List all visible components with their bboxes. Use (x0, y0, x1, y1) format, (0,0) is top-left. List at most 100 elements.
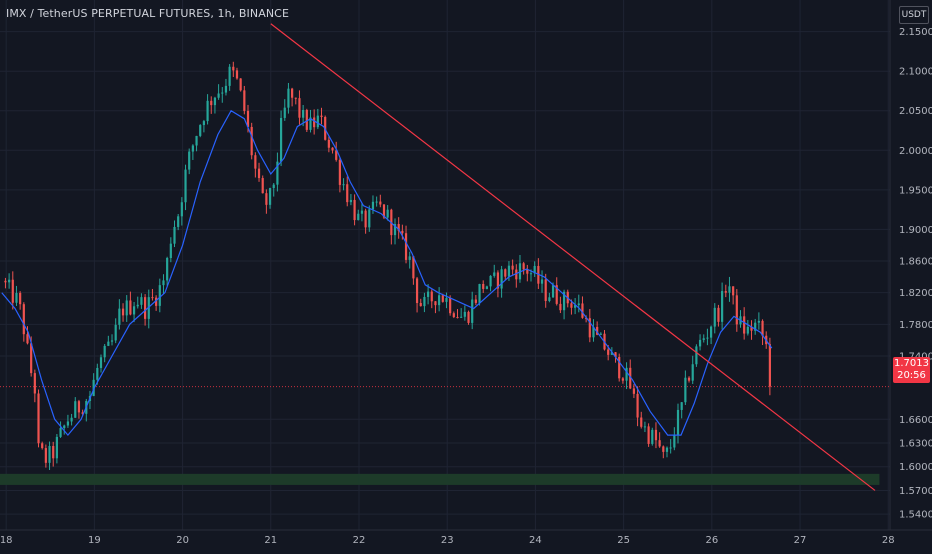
candle-body (526, 269, 529, 274)
candle-body (636, 393, 639, 418)
moving-average (1, 109, 773, 437)
candle-body (669, 447, 672, 449)
candle-body (228, 66, 231, 86)
candle-body (640, 417, 643, 427)
support-zone (0, 473, 880, 485)
x-tick-label: 22 (353, 535, 366, 546)
candle-body (724, 291, 727, 293)
candle-body (279, 117, 283, 162)
candle-body (265, 193, 268, 205)
candle-body (463, 311, 466, 317)
candle-body (371, 201, 375, 210)
candle-body (430, 291, 433, 302)
candle-body (482, 283, 485, 289)
candle-body (445, 297, 448, 302)
candle-body (55, 436, 58, 459)
candle-body (540, 279, 544, 284)
candle-body (221, 92, 224, 94)
candle-body (621, 378, 624, 381)
candle-body (592, 326, 595, 338)
candle-body (757, 320, 760, 323)
candle-body (761, 320, 764, 336)
candle-body (287, 88, 290, 108)
candle-body (732, 286, 735, 296)
moving-average-line (1, 109, 773, 437)
candle-body (353, 199, 356, 221)
candle-body (555, 285, 558, 304)
candle-body (548, 297, 551, 302)
candle-body (180, 202, 183, 217)
candle-body (574, 305, 577, 308)
candle-body (346, 184, 349, 203)
candle-body (364, 210, 367, 228)
x-tick-label: 28 (882, 535, 895, 546)
tick-labels: 2.1500 2.1000 2.0500 2.0000 1.9500 1.9000 1.86… (0, 27, 932, 546)
candle-body (559, 303, 562, 311)
candle-body (404, 233, 408, 260)
candle-body (768, 344, 771, 387)
candle-body (489, 275, 492, 287)
candle-body (224, 85, 228, 93)
candle-body (408, 256, 411, 260)
candle-body (195, 135, 198, 146)
candle-body (570, 303, 573, 308)
candle-body (588, 318, 591, 338)
candle-body (114, 324, 117, 341)
candle-body (261, 178, 264, 194)
candle-body (522, 263, 525, 270)
candle-body (158, 285, 161, 306)
candle-body (143, 297, 147, 319)
currency-selector[interactable]: USDT (899, 6, 929, 24)
candle-body (415, 278, 419, 303)
last-price-tag: 1.7013 20:56 (893, 357, 930, 383)
candle-body (4, 280, 7, 283)
candle-body (129, 300, 132, 315)
x-tick-label: 23 (441, 535, 454, 546)
candle-body (210, 100, 213, 106)
x-tick-label: 19 (88, 535, 101, 546)
candle-body (750, 326, 753, 331)
candle-body (496, 272, 500, 289)
y-tick-label: 1.7400 (899, 351, 932, 362)
candle-body (22, 304, 25, 335)
candle-body (316, 115, 319, 128)
candle-body (518, 263, 522, 280)
candle-body (66, 421, 70, 426)
candle-body (599, 333, 602, 335)
candle-body (37, 393, 40, 444)
candle-body (625, 367, 628, 381)
candle-body (147, 297, 150, 319)
candle-body (155, 297, 158, 306)
y-tick-label: 1.6000 (899, 462, 932, 473)
candle-body (460, 316, 463, 318)
candle-body (254, 155, 257, 169)
candle-body (239, 78, 242, 91)
candle-body (375, 201, 378, 203)
candle-body (680, 402, 683, 410)
candle-body (441, 295, 444, 302)
candle-body (70, 417, 73, 422)
candle-body (746, 326, 749, 334)
y-tick-label: 1.9000 (899, 225, 932, 236)
candle-body (162, 280, 165, 286)
x-tick-label: 27 (794, 535, 807, 546)
candle-body (360, 210, 364, 214)
candle-body (511, 265, 514, 270)
x-tick-label: 18 (0, 535, 13, 546)
y-tick-label: 2.0000 (899, 146, 932, 157)
candle-body (379, 201, 382, 205)
candle-body (419, 302, 422, 307)
candle-body (713, 307, 716, 327)
candle-body (426, 291, 430, 297)
candle-body (188, 151, 191, 170)
candle-body (136, 304, 139, 307)
candle-body (654, 429, 658, 441)
candle-body (614, 352, 617, 358)
candle-body (706, 337, 709, 339)
candle-body (438, 295, 441, 306)
y-tick-label: 1.9500 (899, 185, 932, 196)
candle-body (695, 346, 698, 365)
candle-body (246, 110, 250, 127)
